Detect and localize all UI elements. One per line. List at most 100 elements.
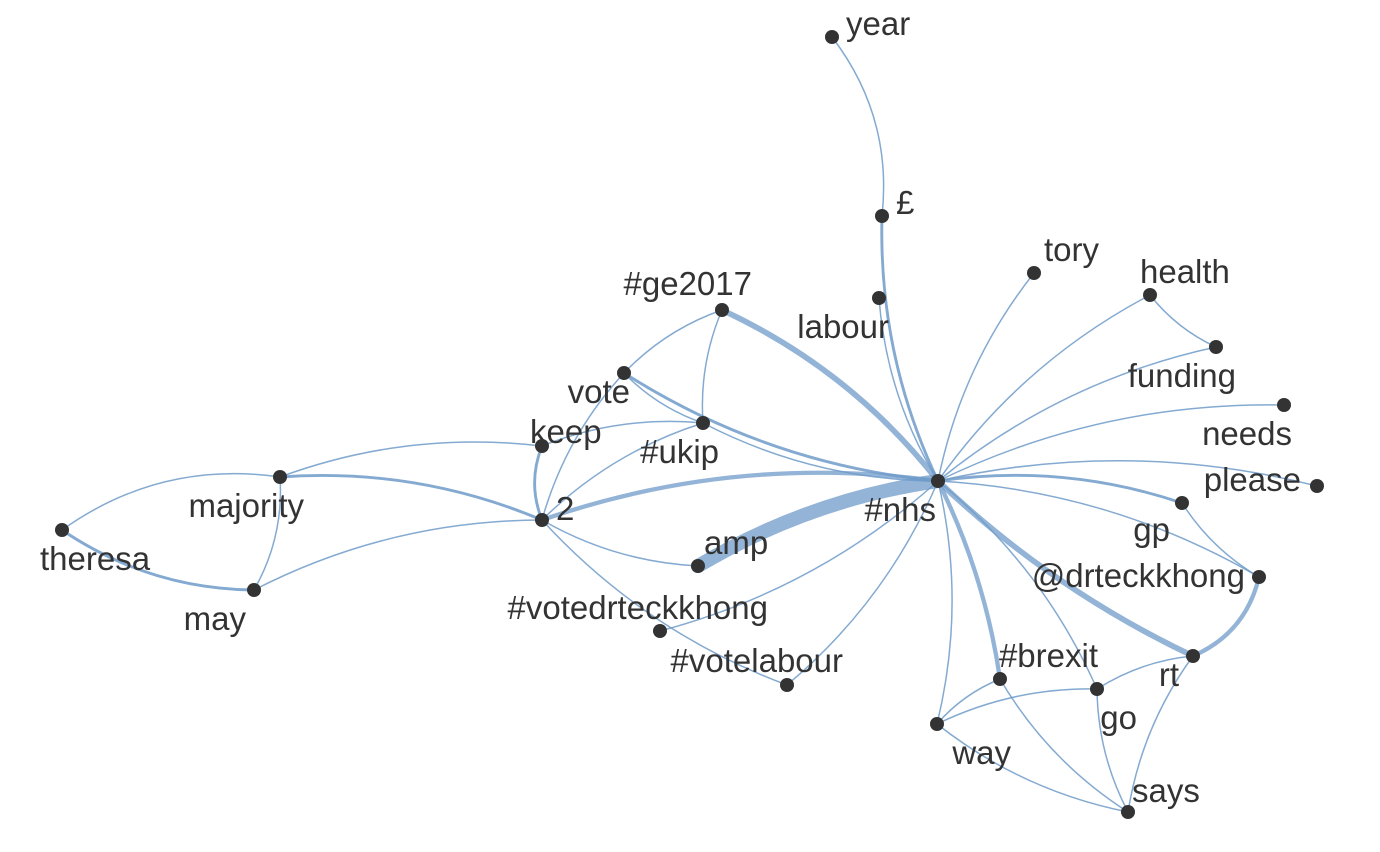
node-brexit[interactable] [993, 672, 1007, 686]
node-ukip[interactable] [696, 416, 710, 430]
edge-vote-two [541, 372, 625, 521]
node-label-theresa: theresa [40, 540, 151, 577]
node-label-ukip: #ukip [640, 433, 719, 470]
edge-two-nhs [539, 470, 941, 523]
node-label-nhs: #nhs [864, 491, 936, 528]
node-label-pound: £ [896, 184, 914, 221]
node-pound[interactable] [875, 209, 889, 223]
edge-two-majority [278, 473, 544, 522]
node-amp[interactable] [691, 559, 705, 573]
edge-ge2017-ukip [701, 309, 723, 424]
node-label-two: 2 [556, 490, 574, 527]
node-label-health: health [1140, 253, 1230, 290]
node-label-please: please [1204, 461, 1301, 498]
edge-majority-may [253, 476, 282, 591]
edge-two-may [253, 519, 543, 591]
edge-ukip-two [541, 422, 704, 521]
node-label-ge2017: #ge2017 [624, 265, 752, 302]
node-layer [55, 30, 1324, 819]
edge-go-nhs [937, 480, 1098, 690]
edge-layer [60, 36, 1318, 813]
edge-amp-nhs [690, 473, 946, 574]
node-label-go: go [1100, 699, 1137, 736]
node-nhs[interactable] [931, 474, 945, 488]
node-labour[interactable] [872, 291, 886, 305]
node-majority[interactable] [273, 470, 287, 484]
edge-drteckkhong-nhs [937, 480, 1260, 578]
node-drteckkhong[interactable] [1252, 570, 1266, 584]
edge-tory-nhs [937, 272, 1035, 482]
node-label-tory: tory [1044, 231, 1100, 268]
node-label-way: way [951, 734, 1011, 771]
node-keep[interactable] [535, 439, 549, 453]
node-ge2017[interactable] [715, 303, 729, 317]
edge-keep-two [533, 444, 544, 522]
edge-votelabour-nhs [786, 480, 939, 686]
edge-way-says [936, 723, 1129, 813]
node-label-may: may [184, 600, 247, 637]
edge-needs-nhs [937, 404, 1285, 482]
edge-two-votelabour [541, 519, 788, 686]
node-label-votelabour: #votelabour [671, 642, 843, 679]
node-label-majority: majority [188, 487, 304, 524]
node-votedrteckkhong[interactable] [653, 624, 667, 638]
node-label-needs: needs [1202, 415, 1292, 452]
node-label-labour: labour [797, 308, 889, 345]
edge-rt-go [1096, 655, 1194, 690]
node-needs[interactable] [1277, 398, 1291, 412]
edge-go-says [1096, 688, 1129, 813]
node-label-amp: amp [704, 524, 768, 561]
edge-health-funding [1149, 294, 1217, 348]
edge-theresa-may [60, 528, 256, 592]
edge-year-pound [831, 36, 885, 217]
edge-votedrteckkhong-nhs [659, 480, 939, 632]
node-vote[interactable] [617, 366, 631, 380]
node-funding[interactable] [1209, 340, 1223, 354]
node-label-says: says [1132, 772, 1200, 809]
node-tory[interactable] [1027, 266, 1041, 280]
node-label-gp: gp [1133, 511, 1170, 548]
node-votelabour[interactable] [780, 678, 794, 692]
edge-brexit-nhs [935, 478, 1003, 682]
edge-rt-says [1127, 655, 1194, 813]
node-label-year: year [846, 5, 910, 42]
node-year[interactable] [825, 30, 839, 44]
edge-majority-theresa [61, 472, 281, 531]
node-two[interactable] [535, 513, 549, 527]
label-layer: year £ tory health labour #ge2017 funding vote n… [40, 5, 1301, 809]
node-label-funding: funding [1128, 357, 1236, 394]
node-please[interactable] [1310, 479, 1324, 493]
edge-drteckkhong-rt [1190, 574, 1262, 659]
node-label-votedrteckkhong: #votedrteckkhong [507, 589, 768, 626]
edge-way-nhs [936, 480, 953, 725]
node-label-rt: rt [1159, 656, 1179, 693]
edge-pound-nhs [880, 214, 940, 483]
node-rt[interactable] [1186, 649, 1200, 663]
node-go[interactable] [1090, 682, 1104, 696]
edge-ge2017-vote [623, 309, 723, 374]
edge-labour-nhs [878, 297, 939, 482]
node-health[interactable] [1143, 288, 1157, 302]
node-says[interactable] [1121, 805, 1135, 819]
edge-rt-nhs [935, 478, 1196, 659]
node-label-drteckkhong: @drteckkhong [1032, 557, 1245, 594]
edge-gp-nhs [936, 473, 1184, 505]
edge-please-nhs [937, 459, 1318, 487]
node-label-keep: keep [530, 413, 602, 450]
node-theresa[interactable] [55, 523, 69, 537]
node-gp[interactable] [1175, 496, 1189, 510]
edge-health-nhs [937, 294, 1151, 482]
node-label-brexit: #brexit [999, 637, 1098, 674]
edge-two-amp [541, 519, 699, 567]
edge-ukip-keep [541, 420, 704, 447]
node-label-vote: vote [568, 373, 630, 410]
node-may[interactable] [247, 583, 261, 597]
node-way[interactable] [930, 717, 944, 731]
edge-funding-nhs [937, 346, 1217, 482]
edge-go-way [936, 688, 1098, 725]
edge-vote-ukip [623, 372, 704, 424]
edge-keep-majority [279, 441, 543, 478]
edge-brexit-way [936, 678, 1001, 725]
edge-ge2017-nhs [719, 307, 941, 484]
